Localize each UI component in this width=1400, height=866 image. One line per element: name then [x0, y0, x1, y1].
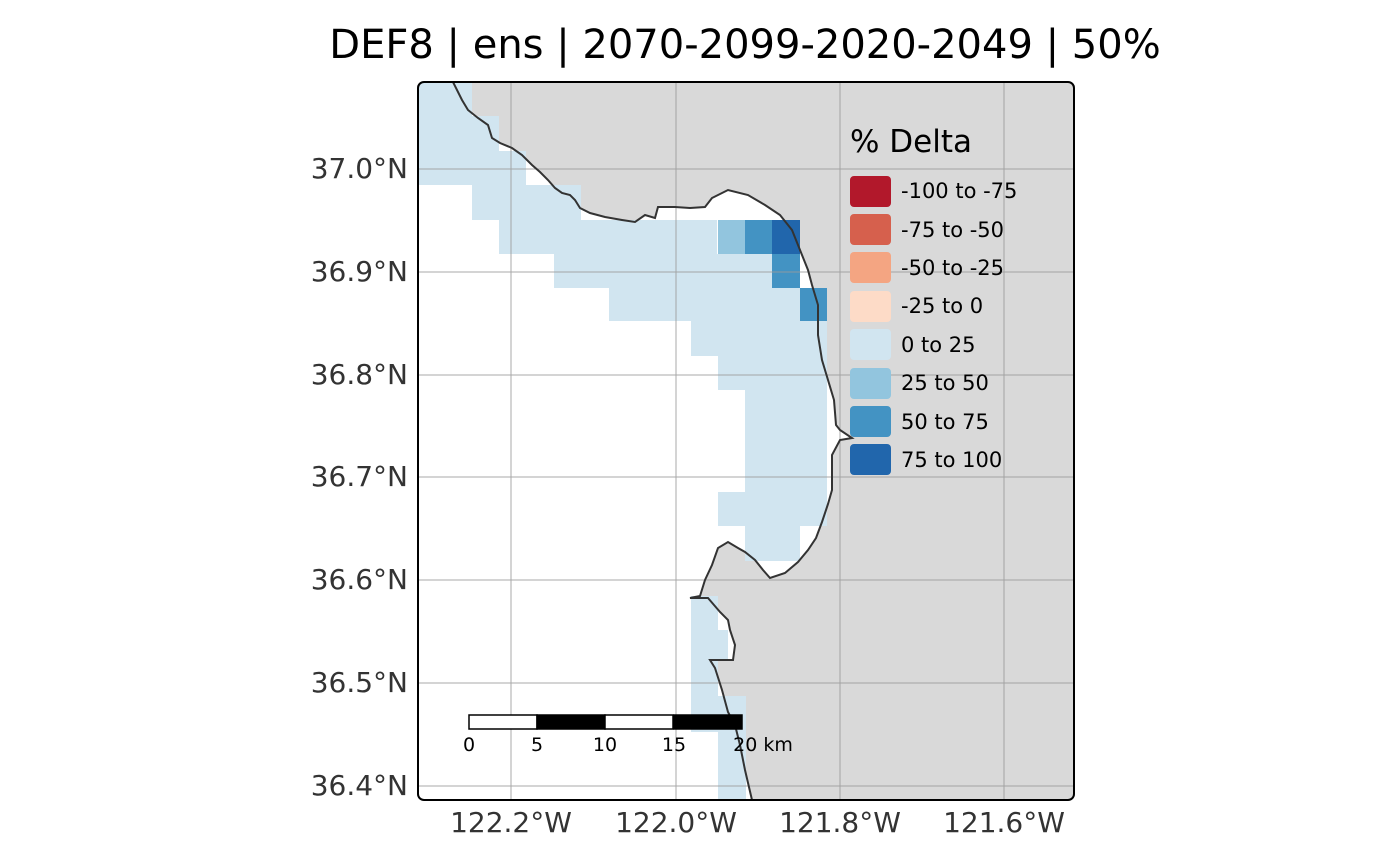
raster-cell — [745, 220, 773, 254]
legend-swatch — [850, 444, 891, 476]
scale-bar-segment — [604, 714, 674, 730]
legend-label: 25 to 50 — [901, 371, 989, 396]
legend-label: -50 to -25 — [901, 255, 1005, 280]
legend-label: -75 to -50 — [901, 217, 1005, 242]
legend-label: -25 to 0 — [901, 294, 984, 319]
raster-cell — [691, 321, 827, 356]
raster-cell — [526, 185, 554, 220]
y-tick-label: 36.9°N — [310, 255, 408, 288]
raster-cell — [499, 220, 717, 254]
raster-cell — [418, 82, 472, 185]
raster-cell — [609, 288, 800, 321]
map-frame — [417, 81, 1075, 801]
raster-cell — [800, 288, 827, 321]
legend-swatch — [850, 367, 891, 399]
x-tick-label: 122.2°W — [450, 806, 572, 839]
legend-item: -75 to -50 — [850, 210, 1017, 248]
legend: % Delta -100 to -75 -75 to -50 -50 to -2… — [850, 124, 1017, 479]
legend-label: -100 to -75 — [901, 179, 1018, 204]
graticule — [418, 82, 1074, 800]
raster-cell — [745, 424, 827, 492]
legend-swatch — [850, 214, 891, 246]
raster-cell — [472, 185, 526, 220]
legend-swatch — [850, 175, 891, 207]
raster-cell — [554, 254, 800, 288]
legend-swatch — [850, 252, 891, 284]
raster-cell — [745, 390, 827, 424]
raster-cell — [718, 732, 746, 800]
land-polygon — [462, 82, 1074, 800]
scale-bar — [468, 714, 743, 730]
legend-swatch — [850, 406, 891, 438]
raster-cell — [718, 356, 827, 390]
raster-cell — [745, 526, 800, 561]
raster-cell — [718, 220, 746, 254]
x-tick-label: 121.8°W — [779, 806, 901, 839]
y-tick-label: 36.6°N — [310, 563, 408, 596]
legend-item: -50 to -25 — [850, 249, 1017, 287]
scale-bar-segment — [673, 714, 743, 730]
legend-swatch — [850, 290, 891, 322]
map-title: DEF8 | ens | 2070-2099-2020-2049 | 50% — [329, 22, 1161, 68]
legend-item: 25 to 50 — [850, 364, 1017, 402]
raster-cell — [691, 596, 718, 696]
scale-bar-label: 20 km — [733, 734, 793, 756]
scale-bar-label: 15 — [661, 734, 687, 756]
legend-item: 75 to 100 — [850, 441, 1017, 479]
y-tick-label: 36.5°N — [310, 666, 408, 699]
legend-item: -25 to 0 — [850, 287, 1017, 325]
raster-cell — [718, 630, 728, 660]
legend-item: 50 to 75 — [850, 402, 1017, 440]
legend-label: 50 to 75 — [901, 409, 989, 434]
legend-title: % Delta — [850, 124, 973, 160]
raster-cells — [418, 82, 827, 800]
y-tick-label: 36.8°N — [310, 358, 408, 391]
coastline — [452, 82, 855, 800]
y-tick-label: 36.7°N — [310, 460, 408, 493]
legend-label: 0 to 25 — [901, 332, 976, 357]
x-tick-label: 122.0°W — [615, 806, 737, 839]
legend-swatch — [850, 329, 891, 361]
y-tick-label: 36.4°N — [310, 769, 408, 802]
legend-label: 75 to 100 — [901, 447, 1003, 472]
legend-item: 0 to 25 — [850, 326, 1017, 364]
raster-cell — [472, 116, 499, 151]
scale-bar-segment — [536, 714, 606, 730]
raster-cell — [718, 492, 827, 526]
y-tick-label: 37.0°N — [310, 152, 408, 185]
legend-item: -100 to -75 — [850, 172, 1017, 210]
raster-cell — [772, 254, 800, 288]
scale-bar-label: 0 — [462, 734, 476, 756]
scale-bar-label: 10 — [592, 734, 618, 756]
scale-bar-label: 5 — [530, 734, 544, 756]
scale-bar-segment — [468, 714, 538, 730]
x-tick-label: 121.6°W — [943, 806, 1065, 839]
